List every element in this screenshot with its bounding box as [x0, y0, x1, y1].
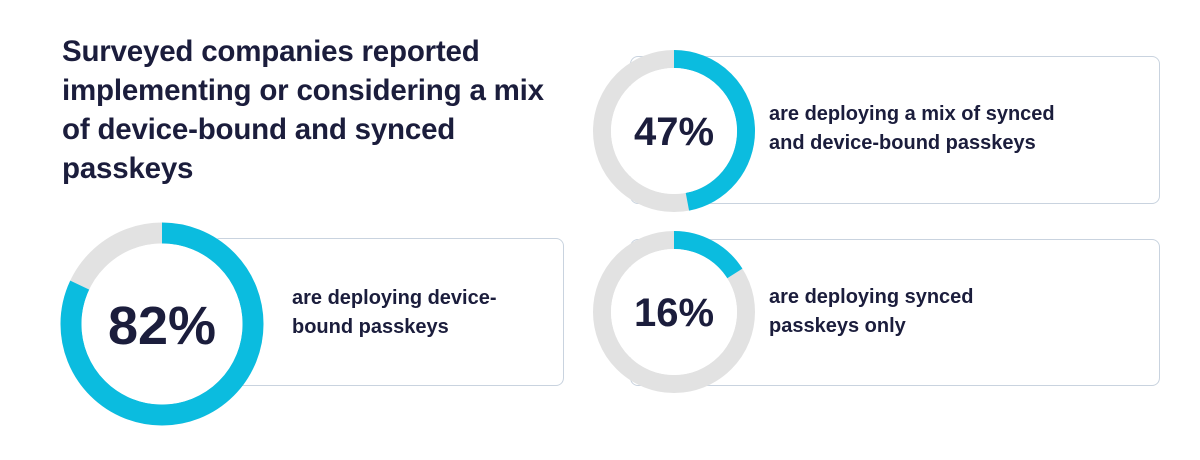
stat-card-device-bound	[212, 238, 564, 386]
stat-description: are deploying device- bound passkeys	[292, 284, 497, 342]
donut-percentage-label: 47%	[634, 110, 714, 154]
donut-chart-synced: 16%	[593, 231, 755, 393]
headline: Surveyed companies reported implementing…	[62, 35, 544, 185]
stat-description-line: bound passkeys	[292, 316, 449, 338]
donut-arc	[593, 231, 755, 393]
donut-percentage-label: 16%	[634, 291, 714, 335]
stat-description-line: passkeys only	[769, 315, 906, 337]
stat-description-line: and device-bound passkeys	[769, 132, 1036, 154]
donut-inner	[611, 68, 737, 194]
stat-description-line: are deploying synced	[769, 286, 974, 308]
donut-chart-mix: 47%	[593, 50, 755, 212]
donut-inner	[81, 243, 243, 405]
stat-description-line: are deploying a mix of synced	[769, 103, 1055, 125]
donut-chart-device-bound: 82%	[60, 222, 264, 426]
donut-inner	[611, 249, 737, 375]
stat-description: are deploying synced passkeys only	[769, 283, 974, 341]
stat-description: are deploying a mix of synced and device…	[769, 100, 1055, 158]
donut-arc	[60, 222, 264, 426]
stat-description-line: are deploying device-	[292, 287, 497, 309]
donut-percentage-label: 82%	[108, 296, 216, 356]
donut-arc	[593, 50, 755, 212]
